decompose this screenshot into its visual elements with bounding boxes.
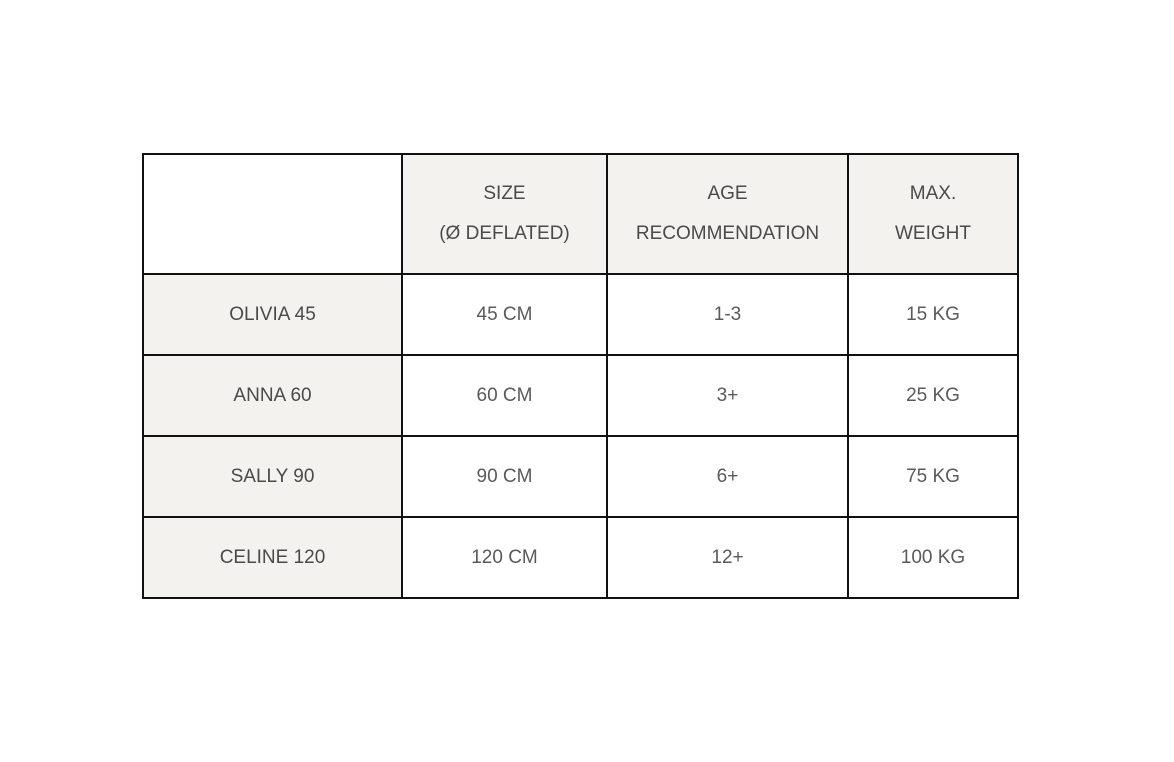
header-cell: MAX. WEIGHT xyxy=(847,153,1019,275)
header-empty-cell xyxy=(142,153,403,275)
table-cell: 15 KG xyxy=(847,273,1019,356)
table-row: OLIVIA 45 45 CM 1-3 15 KG xyxy=(142,273,1019,356)
table-cell: 90 CM xyxy=(401,435,608,518)
model-name-cell: CELINE 120 xyxy=(142,516,403,599)
table-cell: 120 CM xyxy=(401,516,608,599)
table-cell: 3+ xyxy=(606,354,849,437)
header-line: MAX. xyxy=(909,183,957,204)
table-cell: 60 CM xyxy=(401,354,608,437)
header-line: RECOMMENDATION xyxy=(635,223,820,244)
header-line: (Ø DEFLATED) xyxy=(439,223,570,244)
header-cell: SIZE (Ø DEFLATED) xyxy=(401,153,608,275)
header-cell: AGE RECOMMENDATION xyxy=(606,153,849,275)
table-cell: 25 KG xyxy=(847,354,1019,437)
table-cell: 45 CM xyxy=(401,273,608,356)
table-cell: 100 KG xyxy=(847,516,1019,599)
header-row: SIZE (Ø DEFLATED) AGE RECOMMENDATION MAX. WEI… xyxy=(142,153,1019,275)
table-row: CELINE 120 120 CM 12+ 100 KG xyxy=(142,516,1019,599)
model-name-cell: SALLY 90 xyxy=(142,435,403,518)
table-cell: 75 KG xyxy=(847,435,1019,518)
header-line: WEIGHT xyxy=(895,223,971,244)
header-line: SIZE xyxy=(483,183,526,204)
header-line: AGE xyxy=(707,183,748,204)
table-row: SALLY 90 90 CM 6+ 75 KG xyxy=(142,435,1019,518)
table-cell: 1-3 xyxy=(606,273,849,356)
size-chart-table: SIZE (Ø DEFLATED) AGE RECOMMENDATION MAX. WEI… xyxy=(142,153,1019,599)
model-name-cell: ANNA 60 xyxy=(142,354,403,437)
table-cell: 12+ xyxy=(606,516,849,599)
model-name-cell: OLIVIA 45 xyxy=(142,273,403,356)
table-cell: 6+ xyxy=(606,435,849,518)
table-row: ANNA 60 60 CM 3+ 25 KG xyxy=(142,354,1019,437)
